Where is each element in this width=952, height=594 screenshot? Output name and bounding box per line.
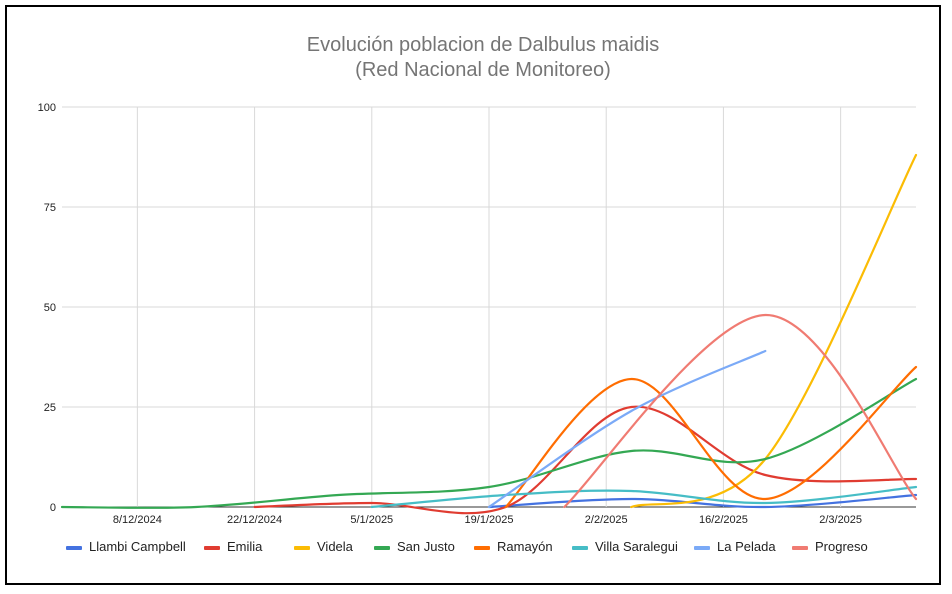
y-tick-label: 50 [44, 302, 56, 314]
series-line [563, 313, 918, 509]
series-lines [60, 153, 918, 515]
chart-title: Evolución poblacion de Dalbulus maidis [307, 34, 659, 56]
chart-subtitle: (Red Nacional de Monitoreo) [355, 59, 611, 81]
y-tick-label: 0 [50, 502, 56, 514]
series-line [630, 153, 918, 509]
y-tick-label: 75 [44, 202, 56, 214]
x-tick-label: 16/2/2025 [699, 514, 748, 526]
legend-label: Videla [317, 539, 354, 554]
legend-label: Llambi Campbell [89, 539, 186, 554]
series-line [487, 349, 767, 509]
legend-swatch [294, 546, 310, 550]
y-tick-label: 100 [38, 102, 56, 114]
legend-label: San Justo [397, 539, 455, 554]
series-line [253, 405, 918, 515]
x-tick-label: 19/1/2025 [465, 514, 514, 526]
legend-swatch [792, 546, 808, 550]
legend-label: La Pelada [717, 539, 776, 554]
legend-swatch [374, 546, 390, 550]
y-tick-label: 25 [44, 402, 56, 414]
legend-label: Progreso [815, 539, 868, 554]
series-line [504, 365, 918, 509]
legend-label: Ramayón [497, 539, 553, 554]
x-tick-label: 8/12/2024 [113, 514, 162, 526]
legend-swatch [572, 546, 588, 550]
series-line [60, 377, 918, 509]
legend-swatch [66, 546, 82, 550]
legend-swatch [474, 546, 490, 550]
legend-label: Villa Saralegui [595, 539, 678, 554]
legend: Llambi Campbell Emilia Videla San Justo Rama… [66, 539, 868, 554]
series-line [487, 493, 918, 509]
legend-swatch [694, 546, 710, 550]
x-tick-label: 22/12/2024 [227, 514, 282, 526]
legend-label: Emilia [227, 539, 263, 554]
series-line [370, 485, 918, 509]
x-tick-label: 5/1/2025 [350, 514, 393, 526]
legend-swatch [204, 546, 220, 550]
x-tick-label: 2/2/2025 [585, 514, 628, 526]
x-tick-label: 2/3/2025 [819, 514, 862, 526]
axis-labels: 0 25 50 75 100 8/12/2024 22/12/2024 5/1/2025 19/… [38, 102, 862, 526]
grid [62, 106, 916, 508]
